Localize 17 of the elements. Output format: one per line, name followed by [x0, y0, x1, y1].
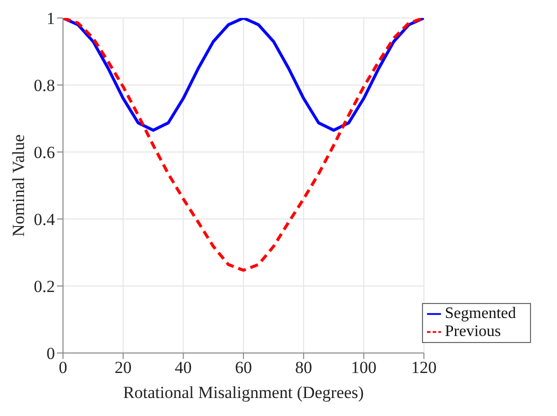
- y-tick-label: 0: [46, 344, 55, 364]
- x-tick-label: 100: [351, 358, 377, 378]
- x-tick-label: 0: [58, 358, 68, 378]
- y-tick-label: 0.2: [34, 277, 55, 296]
- x-tick-label: 60: [234, 358, 252, 378]
- y-axis-title: Nominal Value: [9, 134, 28, 237]
- x-axis-title: Rotational Misalignment (Degrees): [123, 383, 364, 402]
- y-tick-label: 0.6: [34, 143, 55, 162]
- x-tick-label: 80: [295, 358, 312, 378]
- x-tick-label: 20: [114, 358, 132, 378]
- legend-label: Segmented: [444, 305, 516, 322]
- legend-label: Previous: [444, 323, 501, 340]
- y-tick-label: 0.4: [34, 210, 56, 230]
- y-tick-label: 0.8: [34, 76, 55, 96]
- x-tick-label: 120: [411, 358, 437, 378]
- y-tick-label: 1: [46, 9, 55, 28]
- x-tick-label: 40: [174, 358, 192, 378]
